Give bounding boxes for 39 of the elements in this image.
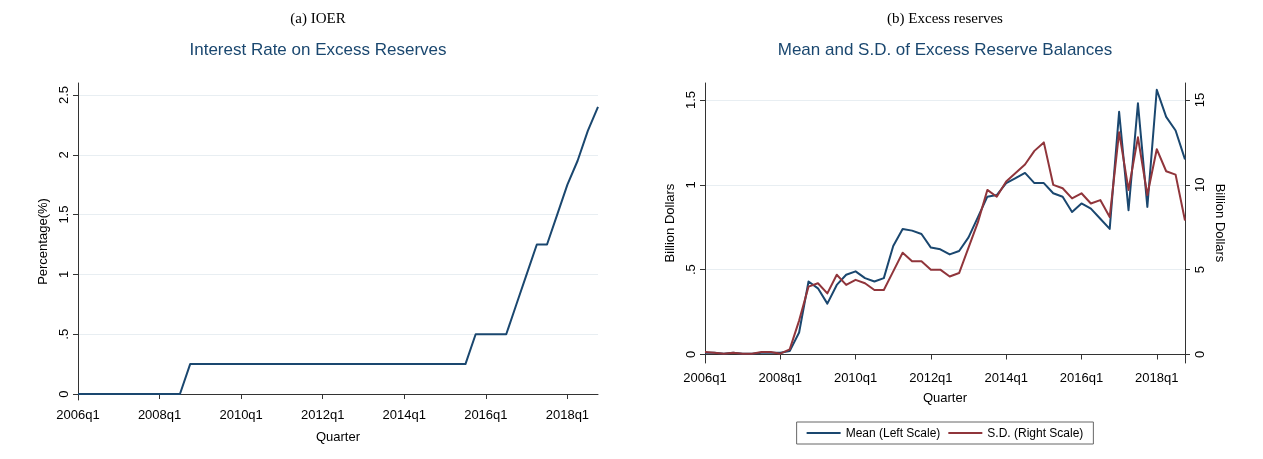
x-axis-title: Quarter — [315, 429, 361, 444]
x-axis-title: Quarter — [922, 390, 968, 405]
y-axis-title: Percentage(%) — [35, 198, 51, 285]
text: (a) IOER — [290, 9, 346, 27]
y2-axis-title: Billion Dollars — [1212, 183, 1228, 263]
x-tick-label: 2006q1 — [683, 370, 727, 385]
y-axis-title: Billion Dollars — [662, 183, 678, 263]
y-tick-label: 0 — [56, 390, 71, 398]
y-tick-label: 1.5 — [683, 90, 698, 110]
x-tick-label: 2014q1 — [984, 370, 1028, 385]
y-tick-label: 2 — [56, 151, 71, 159]
x-tick-label: 2008q1 — [137, 407, 182, 422]
y-tick-label: .5 — [56, 328, 71, 340]
x-tick-label: 2012q1 — [909, 370, 953, 385]
y2-tick-label: 10 — [1192, 177, 1207, 193]
y-tick-label: 0 — [683, 350, 698, 359]
y-tick-label: 2.5 — [56, 85, 71, 104]
chart-title: Interest Rate on Excess Reserves — [189, 40, 447, 59]
y2-tick-label: 5 — [1192, 266, 1207, 274]
legend-label: S.D. (Right Scale) — [987, 426, 1084, 440]
legend-label: Mean (Left Scale) — [845, 426, 941, 440]
y-tick-label: 1 — [683, 181, 698, 189]
y2-tick-label: 15 — [1192, 92, 1207, 108]
x-tick-label: 2016q1 — [1059, 370, 1104, 385]
x-tick-label: 2006q1 — [56, 407, 100, 422]
x-tick-label: 2018q1 — [1135, 370, 1179, 385]
y-tick-label: 1 — [56, 270, 71, 279]
y-tick-label: .5 — [683, 264, 698, 276]
x-tick-label: 2016q1 — [464, 407, 508, 422]
x-tick-label: 2010q1 — [833, 370, 878, 385]
x-tick-label: 2014q1 — [382, 407, 426, 422]
text: (b) Excess reserves — [887, 9, 1004, 27]
x-tick-label: 2012q1 — [301, 407, 345, 422]
x-tick-label: 2008q1 — [758, 370, 802, 385]
chart-title: Mean and S.D. of Excess Reserve Balances — [777, 40, 1113, 59]
x-tick-label: 2010q1 — [219, 407, 263, 422]
y2-tick-label: 0 — [1192, 350, 1207, 359]
y-tick-label: 1.5 — [56, 205, 71, 224]
x-tick-label: 2018q1 — [545, 407, 590, 422]
